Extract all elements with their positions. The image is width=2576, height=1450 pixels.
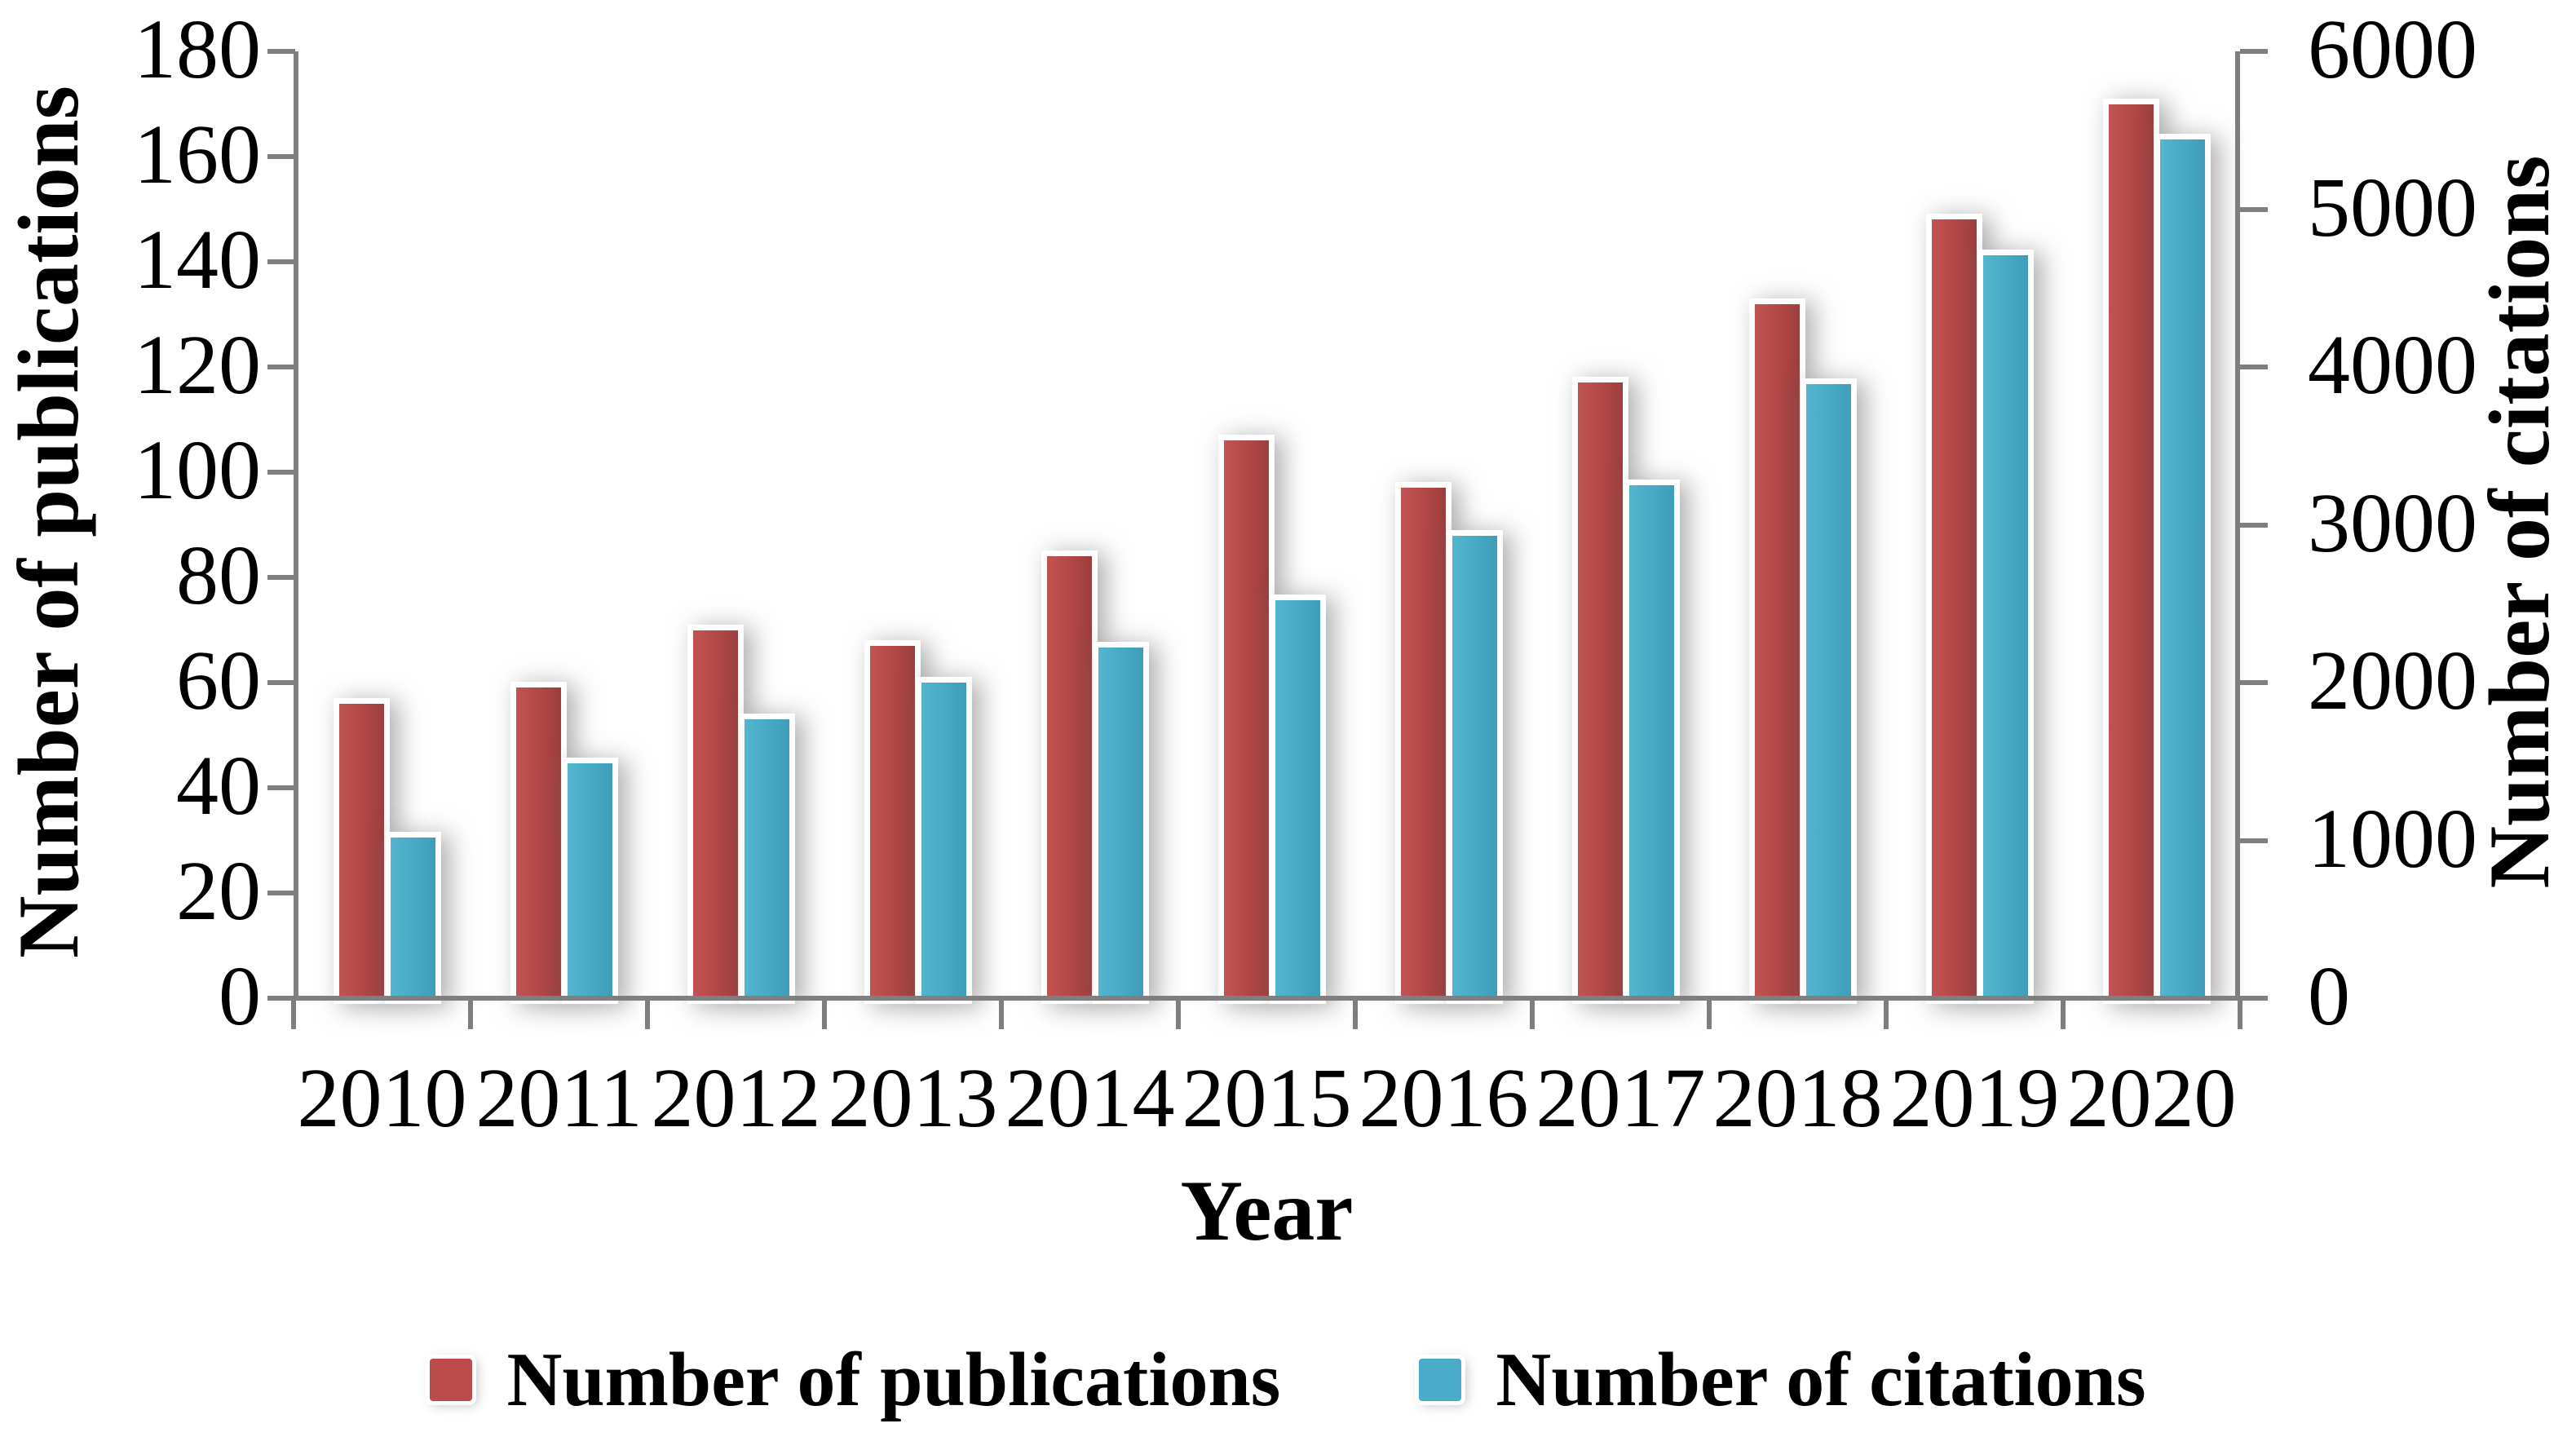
citations-bar-2013 bbox=[921, 683, 966, 998]
x-axis-tick bbox=[468, 998, 473, 1029]
right-axis-tick bbox=[2240, 522, 2268, 528]
x-axis-tick bbox=[291, 998, 296, 1029]
left-axis-tick-label: 20 bbox=[176, 843, 261, 938]
x-axis-tick bbox=[1884, 998, 1889, 1029]
citations-bar-2015 bbox=[1275, 600, 1320, 998]
right-axis-tick-label: 1000 bbox=[2308, 791, 2477, 886]
x-axis-tick bbox=[1176, 998, 1181, 1029]
x-axis-tick bbox=[2238, 998, 2242, 1029]
right-axis-tick bbox=[2240, 838, 2268, 843]
left-axis-tick bbox=[267, 365, 295, 369]
left-axis-tick bbox=[267, 470, 295, 475]
publications-bar-2011 bbox=[516, 687, 561, 998]
left-axis-tick-label: 140 bbox=[134, 212, 261, 307]
left-axis-tick bbox=[267, 680, 295, 685]
left-axis-tick bbox=[267, 49, 295, 54]
x-axis-year-label: 2013 bbox=[828, 1051, 998, 1145]
x-axis-title: Year bbox=[1180, 1163, 1354, 1258]
publications-bar-2016 bbox=[1401, 488, 1446, 998]
x-axis-year-label: 2020 bbox=[2066, 1051, 2237, 1145]
x-axis-year-label: 2010 bbox=[297, 1051, 467, 1145]
left-axis-tick-label: 100 bbox=[134, 422, 261, 517]
left-axis-tick-label: 60 bbox=[176, 633, 261, 727]
left-axis-tick bbox=[267, 259, 295, 264]
x-axis-tick bbox=[999, 998, 1004, 1029]
left-axis-tick bbox=[267, 575, 295, 580]
plot-area bbox=[294, 51, 2240, 998]
x-axis-tick bbox=[1530, 998, 1535, 1029]
x-axis-year-label: 2019 bbox=[1889, 1051, 2060, 1145]
left-axis-tick-label: 0 bbox=[219, 948, 261, 1043]
publications-swatch-icon bbox=[430, 1359, 473, 1401]
citations-bar-2019 bbox=[1983, 254, 2028, 998]
x-axis-tick bbox=[1353, 998, 1358, 1029]
right-axis-tick bbox=[2240, 49, 2268, 54]
left-axis-tick-label: 80 bbox=[176, 528, 261, 622]
citations-bar-2014 bbox=[1098, 648, 1143, 998]
citations-bar-2018 bbox=[1806, 384, 1851, 998]
publications-bar-2014 bbox=[1047, 556, 1092, 998]
left-axis-tick-label: 120 bbox=[134, 317, 261, 412]
publications-bar-2015 bbox=[1224, 440, 1269, 998]
left-axis-tick bbox=[267, 996, 295, 1001]
publications-bar-2010 bbox=[339, 703, 384, 998]
x-axis-year-label: 2012 bbox=[651, 1051, 821, 1145]
citations-bar-2017 bbox=[1629, 485, 1674, 998]
x-axis-year-label: 2011 bbox=[475, 1051, 643, 1145]
x-axis-tick bbox=[2061, 998, 2066, 1029]
x-axis-tick bbox=[822, 998, 827, 1029]
x-axis-year-label: 2015 bbox=[1182, 1051, 1352, 1145]
left-axis-tick-label: 40 bbox=[176, 738, 261, 833]
publications-bar-2017 bbox=[1578, 382, 1623, 998]
citations-bar-2016 bbox=[1452, 536, 1497, 998]
legend: Number of publications Number of citatio… bbox=[0, 1342, 2576, 1418]
left-axis-tick-label: 180 bbox=[134, 2, 261, 96]
x-axis-year-label: 2018 bbox=[1712, 1051, 1883, 1145]
x-axis-tick bbox=[645, 998, 650, 1029]
legend-label-publications: Number of publications bbox=[506, 1337, 1281, 1422]
citations-bar-2011 bbox=[568, 763, 612, 998]
right-axis-tick bbox=[2240, 680, 2268, 685]
right-axis-tick-label: 3000 bbox=[2308, 475, 2477, 570]
x-axis-year-label: 2017 bbox=[1535, 1051, 1706, 1145]
right-axis-tick-label: 2000 bbox=[2308, 633, 2477, 727]
right-axis-tick-label: 0 bbox=[2308, 948, 2350, 1043]
left-axis-tick bbox=[267, 891, 295, 895]
x-axis-tick bbox=[1707, 998, 1712, 1029]
publications-bar-2013 bbox=[870, 645, 915, 998]
left-axis-tick bbox=[267, 154, 295, 159]
legend-item-citations: Number of citations bbox=[1419, 1337, 2146, 1422]
x-axis-year-label: 2014 bbox=[1005, 1051, 1175, 1145]
right-axis-tick-label: 4000 bbox=[2308, 317, 2477, 412]
publications-bar-2019 bbox=[1932, 219, 1977, 998]
citations-bar-2010 bbox=[391, 837, 435, 998]
right-axis-tick bbox=[2240, 206, 2268, 212]
publications-bar-2020 bbox=[2109, 104, 2154, 998]
x-axis-line bbox=[289, 996, 2245, 1001]
legend-item-publications: Number of publications bbox=[430, 1342, 1280, 1418]
citations-swatch-icon bbox=[1419, 1359, 1462, 1401]
right-axis-tick bbox=[2240, 365, 2268, 369]
x-axis-year-label: 2016 bbox=[1359, 1051, 1529, 1145]
legend-label-citations: Number of citations bbox=[1496, 1337, 2146, 1422]
publications-bar-2018 bbox=[1755, 303, 1800, 998]
citations-bar-2012 bbox=[745, 718, 789, 998]
right-axis-tick bbox=[2240, 996, 2268, 1001]
publications-bar-2012 bbox=[693, 630, 738, 998]
right-axis-tick-label: 5000 bbox=[2308, 160, 2477, 254]
citations-bar-2020 bbox=[2160, 139, 2205, 998]
left-axis-tick bbox=[267, 785, 295, 790]
right-axis-tick-label: 6000 bbox=[2308, 2, 2477, 96]
left-axis-tick-label: 160 bbox=[134, 107, 261, 201]
